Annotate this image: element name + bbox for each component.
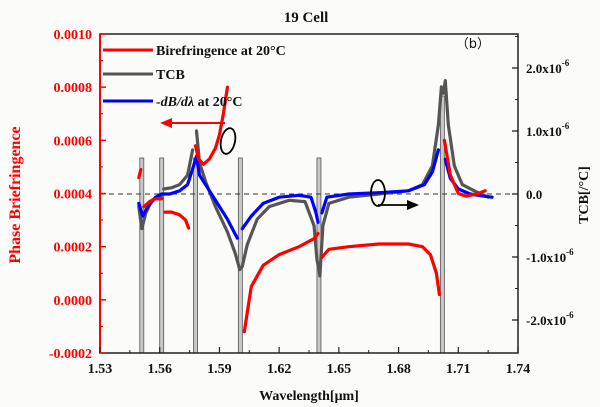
- right-tick-exponent: -6: [566, 310, 574, 320]
- right-tick-base: 1.0x10: [526, 124, 562, 139]
- annotation-ellipse-right: [370, 179, 386, 207]
- right-tick-base: -1.0x10: [526, 250, 566, 265]
- resonance-marker: [193, 157, 198, 354]
- legend-label-dbdl-italic: -dB/dλ: [156, 95, 194, 110]
- left-tick-label: 0.0002: [54, 241, 93, 256]
- right-tick-base: 2.0x10: [526, 61, 562, 76]
- series-line--db-d-at-20-c: [240, 193, 320, 231]
- legend-label-dbdl: -dB/dλ at 20°C: [156, 95, 242, 110]
- series-line-tcb: [194, 79, 490, 278]
- left-tick-label: 0.0004: [54, 188, 93, 203]
- right-tick-label: -2.0x10-6: [526, 310, 574, 328]
- series-line-birefringence-at-20-c: [142, 197, 164, 209]
- x-tick-label: 1.68: [386, 362, 411, 377]
- left-axis-annotation: [160, 118, 237, 155]
- resonance-marker: [439, 95, 445, 354]
- legend-label-dbdl-rest: at 20°C: [194, 95, 242, 110]
- series-line-birefringence-at-20-c: [320, 242, 441, 297]
- arrowhead-right-icon: [407, 200, 419, 210]
- x-axis-ticks: 1.53 1.56 1.59 1.62 1.65 1.68 1.71 1.74: [88, 347, 531, 377]
- resonance-markers: [139, 95, 445, 354]
- x-tick-label: 1.56: [147, 362, 172, 377]
- left-axis-label: Phase Briefringence: [7, 126, 24, 263]
- right-axis-label: TCB[/°C]: [577, 166, 592, 224]
- annotation-ellipse-left: [219, 127, 237, 155]
- legend: Birefringence at 20°C TCB -dB/dλ at 20°C: [103, 44, 286, 110]
- resonance-marker: [139, 157, 145, 354]
- right-tick-label: 0.0: [526, 187, 542, 202]
- right-axis-annotation: [370, 179, 419, 210]
- series-line-birefringence-at-20-c: [163, 210, 191, 230]
- x-tick-label: 1.65: [327, 362, 352, 377]
- right-tick-exponent: -6: [566, 247, 574, 257]
- series-line-tcb: [162, 148, 195, 191]
- panel-label: （b）: [456, 37, 490, 52]
- x-tick-label: 1.59: [207, 362, 232, 377]
- right-tick-label: 1.0x10-6: [526, 121, 570, 139]
- series-line-birefringence-at-20-c: [242, 231, 320, 334]
- left-tick-label: 0.0006: [54, 134, 93, 149]
- right-tick-exponent: -6: [562, 121, 570, 131]
- x-tick-label: 1.53: [88, 362, 113, 377]
- right-tick-base: 0.0: [526, 187, 542, 202]
- arrowhead-left-icon: [160, 118, 172, 128]
- series-line--db-d-at-20-c: [137, 154, 239, 240]
- right-axis-ticks: 2.0x10-61.0x10-60.0-1.0x10-6-2.0x10-6: [512, 36, 574, 328]
- x-tick-label: 1.71: [446, 362, 471, 377]
- left-tick-label: -0.0002: [49, 347, 92, 362]
- legend-label-tcb: TCB: [156, 68, 185, 83]
- series-line-birefringence-at-20-c: [193, 85, 229, 166]
- left-axis-ticks: 0.0010 0.0008 0.0006 0.0004 0.0002 0.0000 -0.0…: [49, 28, 106, 362]
- resonance-marker: [237, 157, 243, 354]
- chart-title: 19 Cell: [284, 10, 329, 26]
- legend-label-birefringence: Birefringence at 20°C: [156, 44, 286, 59]
- series-group: [137, 79, 494, 334]
- right-tick-base: -2.0x10: [526, 313, 566, 328]
- right-tick-label: -1.0x10-6: [526, 247, 574, 265]
- series-line-birefringence-at-20-c: [442, 138, 487, 198]
- series-line--db-d-at-20-c: [320, 148, 440, 215]
- x-tick-label: 1.74: [506, 362, 531, 377]
- x-tick-label: 1.62: [267, 362, 292, 377]
- right-tick-label: 2.0x10-6: [526, 58, 570, 76]
- series-line-birefringence-at-20-c: [137, 168, 143, 180]
- resonance-marker: [159, 157, 165, 354]
- left-tick-label: 0.0008: [54, 81, 93, 96]
- x-axis-label: Wavelength[μm]: [259, 389, 359, 404]
- left-tick-label: 0.0010: [54, 28, 93, 43]
- right-tick-exponent: -6: [562, 58, 570, 68]
- left-tick-label: 0.0000: [54, 294, 93, 309]
